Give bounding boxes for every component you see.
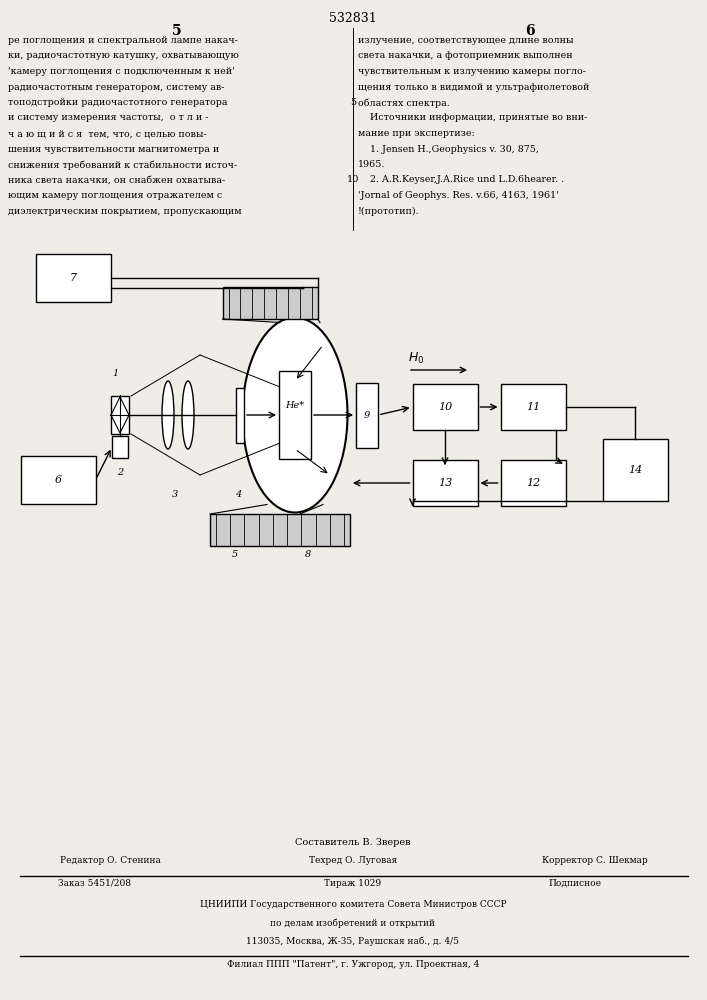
Ellipse shape [182, 381, 194, 449]
Text: Составитель В. Зверев: Составитель В. Зверев [296, 838, 411, 847]
Bar [21, 456, 95, 504]
Bar [279, 371, 311, 459]
Text: 2. A.R.Keyser,J.A.Rice und L.D.6hearer. .: 2. A.R.Keyser,J.A.Rice und L.D.6hearer. … [358, 176, 564, 184]
Text: Корректор С. Шекмар: Корректор С. Шекмар [542, 856, 648, 865]
Text: шения чувствительности магнитометра и: шения чувствительности магнитометра и [8, 144, 219, 153]
Text: 4: 4 [235, 490, 241, 499]
Text: по делам изобретений и открытий: по делам изобретений и открытий [271, 919, 436, 928]
Text: 12: 12 [526, 478, 540, 488]
Text: ника света накачки, он снабжен охватыва-: ника света накачки, он снабжен охватыва- [8, 176, 226, 184]
Text: и систему измерения частоты,  о т л и -: и систему измерения частоты, о т л и - [8, 113, 209, 122]
Text: !(прототип).: !(прототип). [358, 207, 420, 216]
Text: топодстройки радиочастотного генератора: топодстройки радиочастотного генератора [8, 98, 228, 107]
Text: света накачки, а фотоприемник выполнен: света накачки, а фотоприемник выполнен [358, 51, 573, 60]
Text: Редактор О. Стенина: Редактор О. Стенина [59, 856, 160, 865]
Text: 5: 5 [350, 98, 356, 107]
Text: Подписное: Подписное [549, 879, 602, 888]
Text: 8: 8 [305, 550, 311, 559]
Text: 13: 13 [438, 478, 452, 488]
Text: излучение, соответствующее длине волны: излучение, соответствующее длине волны [358, 36, 573, 45]
Bar [223, 287, 317, 319]
Bar [210, 514, 350, 546]
Text: 5: 5 [232, 550, 238, 559]
Text: 'камеру поглощения с подключенным к ней': 'камеру поглощения с подключенным к ней' [8, 67, 235, 76]
Ellipse shape [162, 381, 174, 449]
Bar [111, 396, 129, 434]
Text: ЦНИИПИ Государственного комитета Совета Министров СССР: ЦНИИПИ Государственного комитета Совета … [199, 900, 506, 909]
Text: ч а ю щ и й с я  тем, что, с целью повы-: ч а ю щ и й с я тем, что, с целью повы- [8, 129, 206, 138]
Text: областях спектра.: областях спектра. [358, 98, 450, 107]
Bar [501, 384, 566, 430]
Bar [602, 439, 667, 501]
Text: 9: 9 [364, 410, 370, 420]
Text: 'Jornal of Geophys. Res. v.66, 4163, 1961': 'Jornal of Geophys. Res. v.66, 4163, 196… [358, 191, 559, 200]
Text: 10: 10 [438, 402, 452, 412]
Text: 11: 11 [526, 402, 540, 412]
Text: $H_0$: $H_0$ [408, 350, 424, 366]
Text: снижения требований к стабильности источ-: снижения требований к стабильности источ… [8, 160, 237, 169]
Text: радиочастотным генератором, систему ав-: радиочастотным генератором, систему ав- [8, 83, 225, 92]
Text: Филиал ППП "Патент", г. Ужгород, ул. Проектная, 4: Филиал ППП "Патент", г. Ужгород, ул. Про… [227, 960, 479, 969]
Text: Заказ 5451/208: Заказ 5451/208 [59, 879, 132, 888]
Text: чувствительным к излучению камеры погло-: чувствительным к излучению камеры погло- [358, 67, 586, 76]
Bar [412, 384, 477, 430]
Text: 6: 6 [54, 475, 62, 485]
Text: He*: He* [286, 400, 305, 410]
Text: 1965.: 1965. [358, 160, 385, 169]
Text: 1. Jensen H.,Geophysics v. 30, 875,: 1. Jensen H.,Geophysics v. 30, 875, [358, 144, 539, 153]
Bar [112, 436, 128, 458]
Text: щения только в видимой и ультрафиолетовой: щения только в видимой и ультрафиолетово… [358, 83, 590, 92]
Text: диэлектрическим покрытием, пропускающим: диэлектрическим покрытием, пропускающим [8, 207, 242, 216]
Text: 10: 10 [347, 176, 359, 184]
Ellipse shape [243, 318, 348, 512]
Text: ре поглощения и спектральной лампе накач-: ре поглощения и спектральной лампе накач… [8, 36, 238, 45]
Text: Источники информации, принятые во вни-: Источники информации, принятые во вни- [358, 113, 588, 122]
Bar [501, 460, 566, 506]
Text: 3: 3 [172, 490, 178, 499]
Text: 6: 6 [525, 24, 534, 38]
Text: ки, радиочастотную катушку, охватывающую: ки, радиочастотную катушку, охватывающую [8, 51, 239, 60]
Text: ющим камеру поглощения отражателем с: ющим камеру поглощения отражателем с [8, 191, 222, 200]
Text: Тираж 1029: Тираж 1029 [325, 879, 382, 888]
Bar [356, 382, 378, 448]
Text: мание при экспертизе:: мание при экспертизе: [358, 129, 474, 138]
Text: 1: 1 [112, 369, 118, 378]
Text: 14: 14 [628, 465, 642, 475]
Text: 113035, Москва, Ж-35, Раушская наб., д. 4/5: 113035, Москва, Ж-35, Раушская наб., д. … [247, 937, 460, 946]
Text: 532831: 532831 [329, 12, 377, 25]
Text: 7: 7 [69, 273, 76, 283]
Bar [35, 254, 110, 302]
Text: Техред О. Луговая: Техред О. Луговая [309, 856, 397, 865]
Bar [412, 460, 477, 506]
Text: 5: 5 [173, 24, 182, 38]
Bar [236, 387, 244, 442]
Text: 2: 2 [117, 468, 123, 477]
